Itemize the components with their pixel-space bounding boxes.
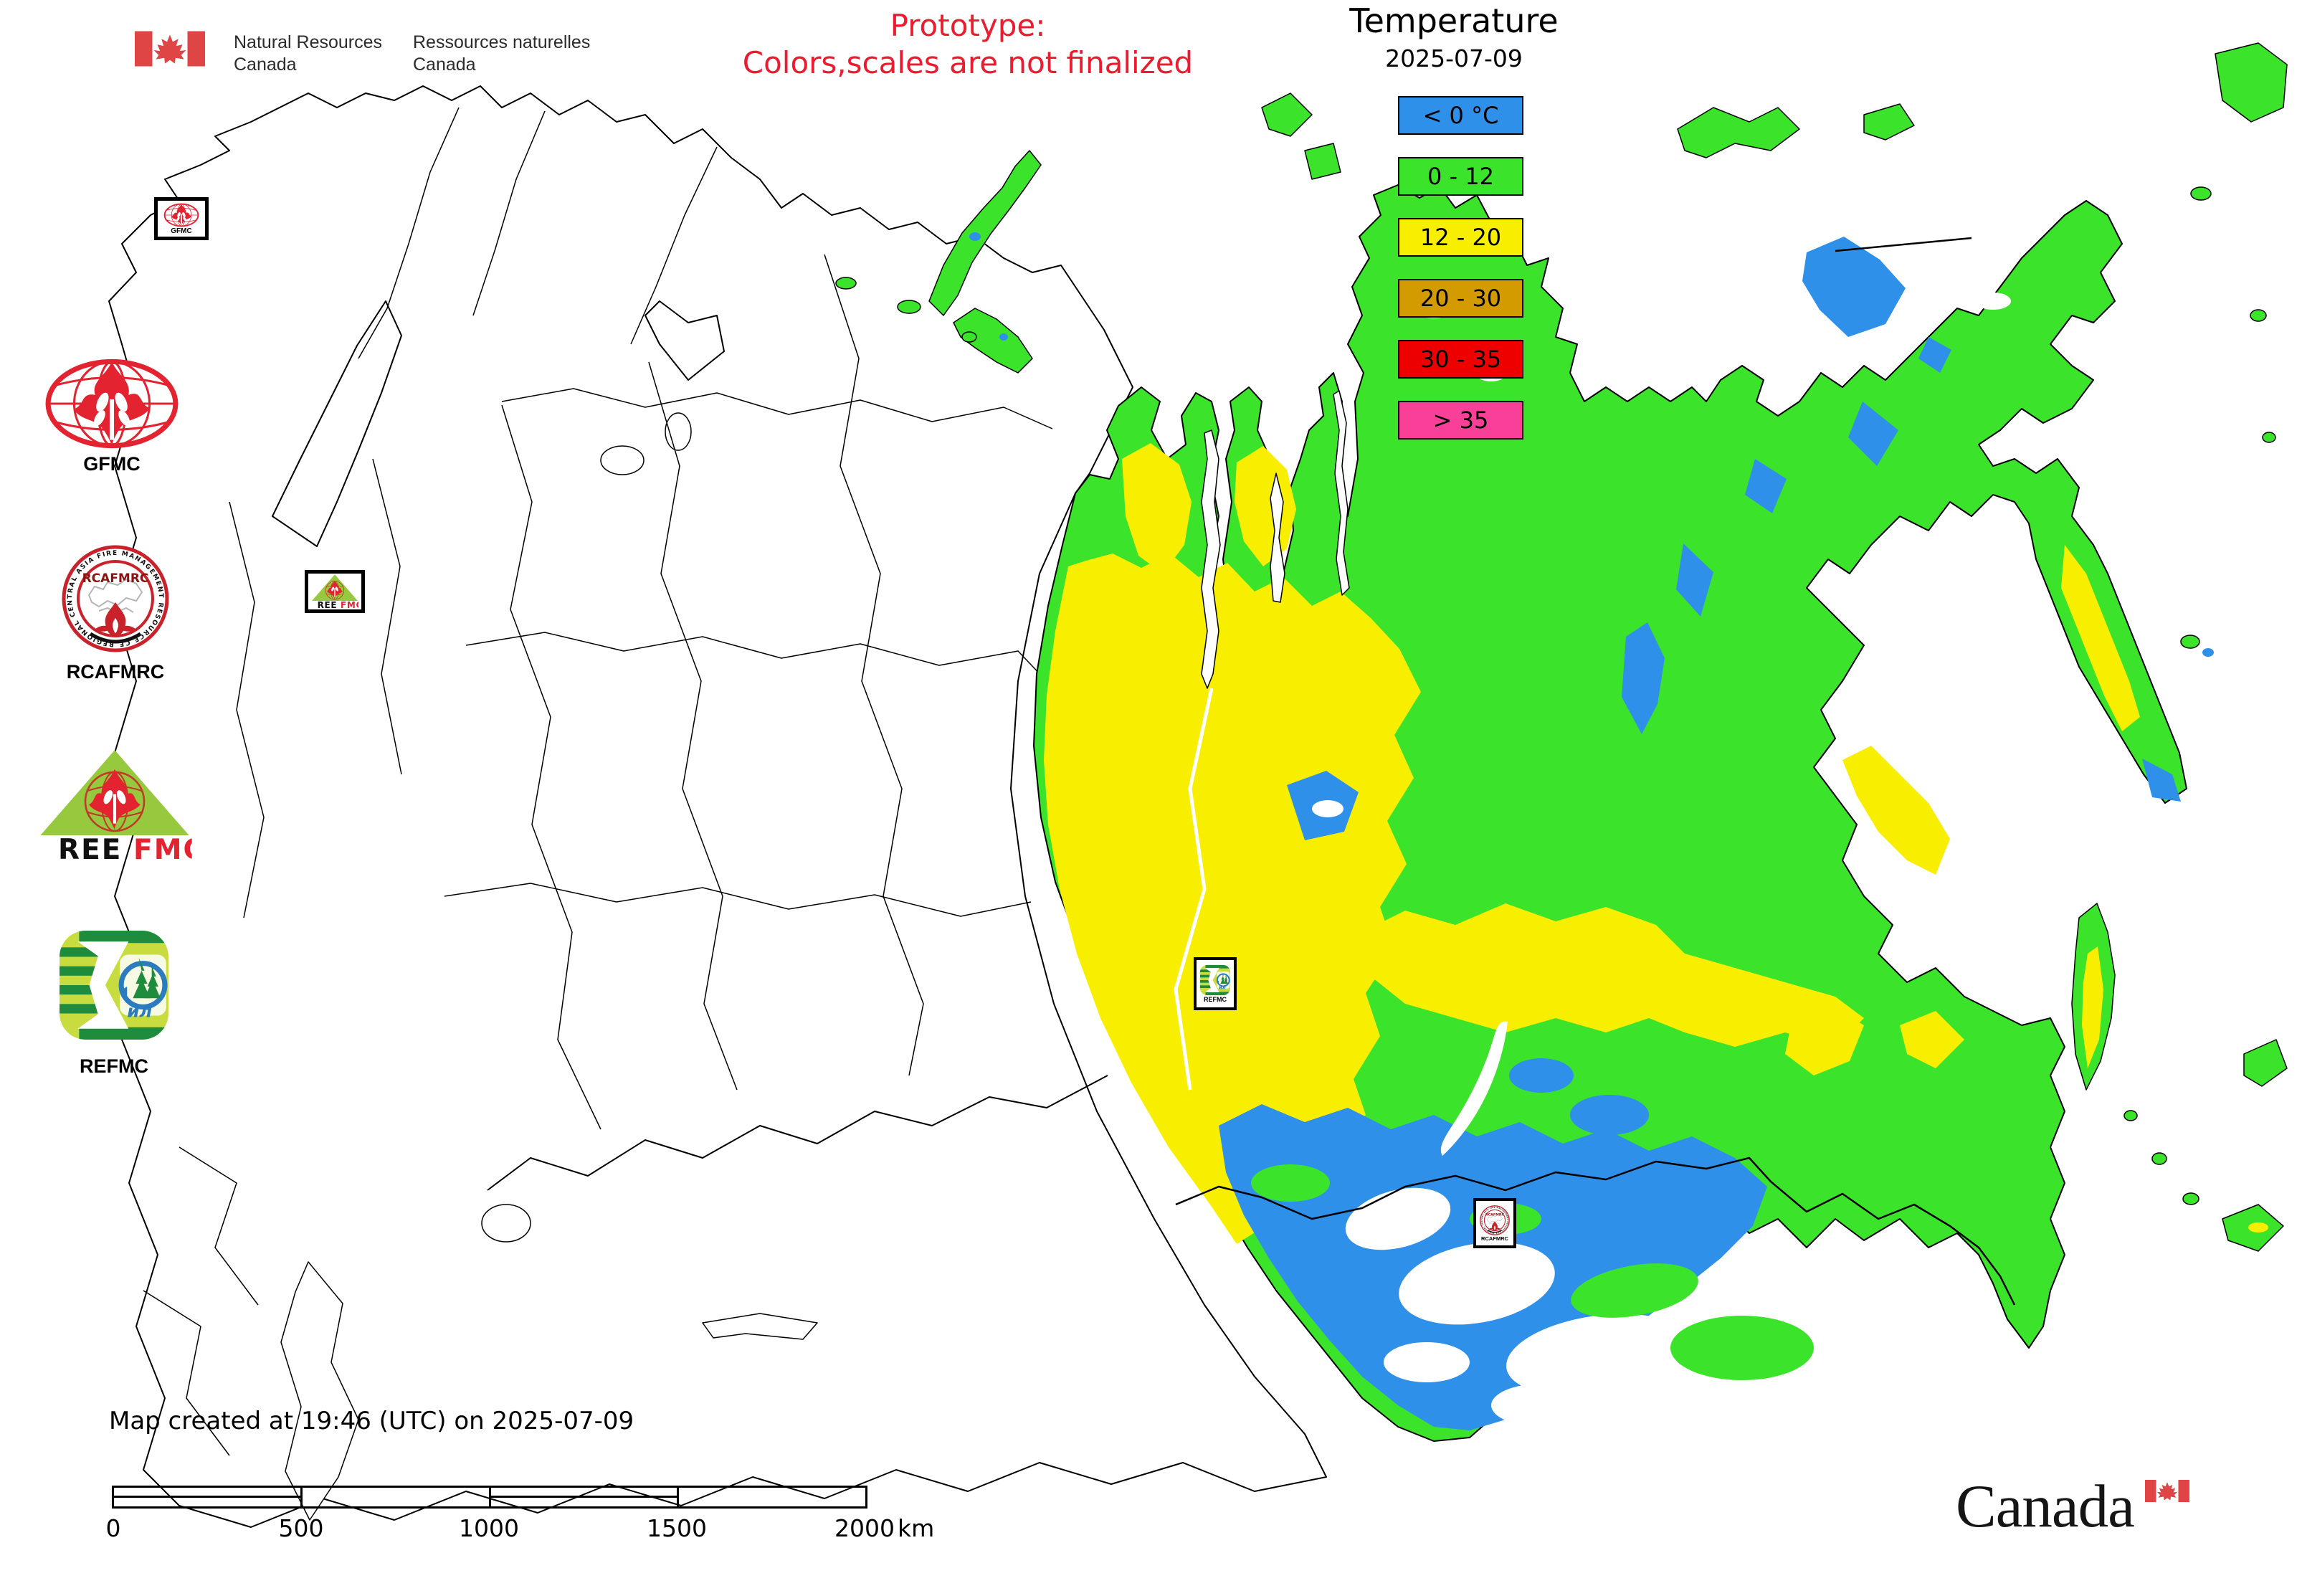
refmc-logo bbox=[57, 928, 171, 1042]
gfmc-marker-label: GFMC bbox=[171, 227, 192, 235]
nrcan-text-fr: Ressources naturelles Canada bbox=[413, 32, 590, 76]
nrcan-en-line1: Natural Resources bbox=[234, 32, 383, 52]
map-created-text: Map created at 19:46 (UTC) on 2025-07-09 bbox=[109, 1407, 634, 1435]
wordmark-text: Canada bbox=[1956, 1473, 2135, 1540]
scale-tick-2000: 2000 bbox=[834, 1514, 895, 1542]
legend-item-above-35: > 35 bbox=[1398, 401, 1523, 440]
scale-segment bbox=[300, 1488, 489, 1506]
rcafmrc-map-marker: RCAFMRC bbox=[1473, 1198, 1516, 1248]
canada-wordmark: Canada bbox=[1956, 1471, 2242, 1550]
gfmc-mini-icon bbox=[163, 203, 200, 227]
rcafmrc-marker-label: RCAFMRC bbox=[1481, 1235, 1508, 1242]
gulf-slivers bbox=[1201, 390, 1350, 689]
scale-tick-500: 500 bbox=[278, 1514, 324, 1542]
legend-date: 2025-07-09 bbox=[1385, 44, 1523, 72]
nrcan-fr-line2: Canada bbox=[413, 54, 476, 75]
legend-item-12-20: 12 - 20 bbox=[1398, 218, 1523, 257]
prototype-line1: Prototype: bbox=[890, 8, 1046, 43]
islands bbox=[835, 42, 2288, 1252]
legend-title: Temperature bbox=[1349, 1, 1559, 40]
nrcan-fr-line1: Ressources naturelles bbox=[413, 32, 591, 52]
prototype-warning: Prototype: Colors,scales are not finaliz… bbox=[606, 7, 1330, 82]
refmc-marker-label: REFMC bbox=[1204, 996, 1227, 1003]
legend-label: > 35 bbox=[1432, 407, 1489, 434]
reefmc-mini-icon bbox=[310, 574, 359, 609]
scale-tick-1500: 1500 bbox=[647, 1514, 707, 1542]
legend-label: 0 - 12 bbox=[1427, 163, 1494, 190]
nrcan-en-line2: Canada bbox=[234, 54, 297, 75]
lake-baikal bbox=[1440, 1021, 1508, 1156]
river-thread bbox=[1174, 688, 1214, 1091]
west-landmass bbox=[108, 85, 1327, 1528]
refmc-map-marker: REFMC bbox=[1194, 957, 1237, 1010]
scale-segment bbox=[114, 1488, 300, 1506]
scale-tick-1000: 1000 bbox=[459, 1514, 519, 1542]
reefmc-logo bbox=[37, 747, 192, 863]
yellow-zones bbox=[1044, 443, 2140, 1244]
rcafmrc-mini-icon bbox=[1480, 1205, 1510, 1235]
temperature-data-region bbox=[835, 42, 2288, 1442]
scale-segment bbox=[488, 1488, 677, 1506]
nrcan-text-en: Natural Resources Canada bbox=[234, 32, 382, 76]
legend-item-30-35: 30 - 35 bbox=[1398, 340, 1523, 379]
legend-label: < 0 °C bbox=[1422, 102, 1499, 129]
island-details bbox=[969, 232, 2268, 1232]
legend-item-below-0: < 0 °C bbox=[1398, 96, 1523, 135]
scale-bar bbox=[112, 1486, 867, 1509]
scale-unit: km bbox=[898, 1514, 935, 1542]
canada-flag-icon bbox=[135, 30, 205, 67]
legend-item-0-12: 0 - 12 bbox=[1398, 157, 1523, 196]
data-borders bbox=[1175, 237, 2016, 1306]
scale-tick-0: 0 bbox=[105, 1514, 121, 1542]
gfmc-map-marker: GFMC bbox=[154, 197, 209, 240]
gfmc-logo bbox=[43, 357, 181, 450]
prototype-line2: Colors,scales are not finalized bbox=[742, 45, 1194, 80]
region-borders bbox=[143, 107, 1108, 1456]
refmc-label: REFMC bbox=[80, 1055, 148, 1077]
rcafmrc-label: RCAFMRC bbox=[66, 661, 165, 683]
nrcan-signature: Natural Resources Canada Ressources natu… bbox=[135, 22, 651, 79]
scale-segment bbox=[677, 1488, 865, 1506]
legend-label: 12 - 20 bbox=[1419, 224, 1502, 251]
refmc-mini-icon bbox=[1199, 964, 1231, 996]
reefmc-map-marker bbox=[305, 570, 365, 613]
wordmark-flag-icon bbox=[2145, 1480, 2189, 1502]
cloud-holes bbox=[1312, 293, 2011, 1427]
gfmc-label: GFMC bbox=[83, 453, 141, 475]
legend-item-20-30: 20 - 30 bbox=[1398, 279, 1523, 318]
rcafmrc-logo bbox=[62, 545, 169, 652]
legend-label: 20 - 30 bbox=[1419, 285, 1502, 312]
legend-label: 30 - 35 bbox=[1419, 346, 1502, 373]
